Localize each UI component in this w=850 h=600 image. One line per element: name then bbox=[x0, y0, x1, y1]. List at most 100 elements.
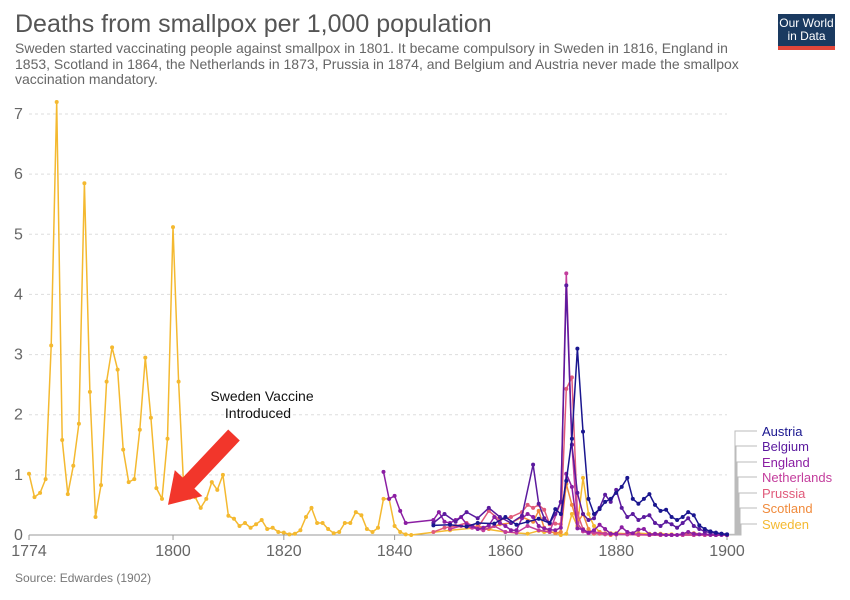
data-point bbox=[525, 531, 530, 536]
annotation-text-line-2: Introduced bbox=[225, 405, 291, 421]
data-point bbox=[536, 528, 541, 533]
data-point bbox=[453, 519, 458, 524]
data-point bbox=[320, 521, 325, 525]
x-tick-label: 1860 bbox=[488, 543, 524, 560]
legend-connector bbox=[729, 476, 757, 536]
data-point bbox=[664, 507, 669, 512]
x-tick-label: 1774 bbox=[11, 543, 47, 560]
y-tick-label: 4 bbox=[14, 286, 23, 303]
annotation-text-line-1: Sweden Vaccine bbox=[210, 388, 313, 404]
data-point bbox=[725, 532, 729, 537]
data-point bbox=[215, 487, 220, 492]
data-point bbox=[647, 513, 652, 518]
data-point bbox=[569, 512, 574, 516]
source-note: Source: Edwardes (1902) bbox=[15, 571, 152, 585]
data-point bbox=[65, 492, 70, 497]
data-point bbox=[509, 515, 513, 519]
legend-label-belgium: Belgium bbox=[762, 439, 809, 454]
data-point bbox=[115, 367, 120, 372]
y-tick-label: 0 bbox=[14, 527, 23, 544]
data-point bbox=[697, 527, 702, 531]
data-point bbox=[353, 510, 358, 515]
data-point bbox=[331, 531, 336, 536]
owid-logo[interactable]: Our World in Data bbox=[778, 14, 835, 50]
x-tick-label: 1900 bbox=[709, 543, 745, 560]
data-point bbox=[315, 521, 320, 525]
data-point bbox=[536, 516, 541, 521]
data-point bbox=[647, 532, 652, 537]
data-point bbox=[564, 386, 569, 391]
data-point bbox=[137, 427, 142, 432]
data-point bbox=[464, 510, 469, 515]
data-point bbox=[198, 505, 203, 510]
data-point bbox=[558, 512, 563, 516]
data-point bbox=[32, 495, 37, 500]
data-point bbox=[143, 355, 148, 360]
data-point bbox=[708, 529, 713, 534]
data-point bbox=[603, 531, 608, 536]
data-point bbox=[376, 525, 380, 530]
data-point bbox=[304, 515, 308, 519]
data-point bbox=[298, 528, 303, 533]
series-sweden bbox=[27, 100, 729, 537]
data-point bbox=[464, 524, 469, 529]
data-point bbox=[148, 415, 153, 420]
data-point bbox=[586, 530, 591, 535]
y-tick-label: 6 bbox=[14, 166, 23, 183]
data-point bbox=[630, 496, 635, 501]
data-point bbox=[359, 513, 364, 518]
data-point bbox=[121, 447, 126, 452]
data-point bbox=[248, 525, 253, 530]
data-point bbox=[619, 484, 624, 489]
data-point bbox=[641, 496, 646, 501]
data-point bbox=[442, 512, 447, 516]
data-point bbox=[486, 505, 491, 510]
series-layer bbox=[27, 100, 729, 537]
data-point bbox=[381, 496, 386, 501]
data-point bbox=[658, 532, 663, 537]
data-point bbox=[154, 486, 159, 491]
data-point bbox=[581, 512, 585, 516]
data-point bbox=[575, 526, 580, 531]
data-point bbox=[597, 507, 602, 512]
data-point bbox=[697, 532, 702, 537]
data-point bbox=[669, 522, 674, 527]
data-point bbox=[636, 501, 641, 506]
data-point bbox=[364, 527, 369, 531]
data-point bbox=[586, 527, 591, 531]
data-point bbox=[431, 523, 436, 528]
data-point bbox=[525, 519, 530, 524]
data-point bbox=[520, 513, 524, 518]
data-point bbox=[586, 512, 591, 516]
data-point bbox=[564, 271, 569, 276]
data-point bbox=[619, 505, 624, 510]
data-point bbox=[614, 490, 619, 495]
y-tick-label: 2 bbox=[14, 407, 23, 424]
data-point bbox=[680, 515, 685, 519]
data-point bbox=[287, 532, 292, 537]
legend-label-netherlands: Netherlands bbox=[762, 470, 833, 485]
data-point bbox=[592, 512, 596, 516]
data-point bbox=[82, 181, 87, 186]
data-point bbox=[586, 518, 591, 522]
y-tick-label: 3 bbox=[14, 347, 23, 364]
data-point bbox=[641, 527, 646, 531]
chart-subtitle: Sweden started vaccinating people agains… bbox=[15, 40, 739, 87]
data-point bbox=[531, 515, 536, 519]
data-point bbox=[664, 533, 669, 537]
data-point bbox=[348, 521, 353, 525]
data-point bbox=[392, 493, 397, 498]
legend-label-scotland: Scotland bbox=[762, 501, 813, 516]
data-point bbox=[276, 530, 281, 534]
data-point bbox=[558, 525, 563, 530]
data-point bbox=[603, 492, 608, 497]
data-point bbox=[337, 530, 342, 534]
data-point bbox=[171, 225, 175, 230]
data-point bbox=[475, 521, 480, 525]
data-point bbox=[680, 531, 685, 536]
data-point bbox=[653, 521, 657, 525]
data-point bbox=[575, 346, 580, 351]
legend-label-sweden: Sweden bbox=[762, 517, 809, 532]
data-point bbox=[254, 522, 259, 527]
